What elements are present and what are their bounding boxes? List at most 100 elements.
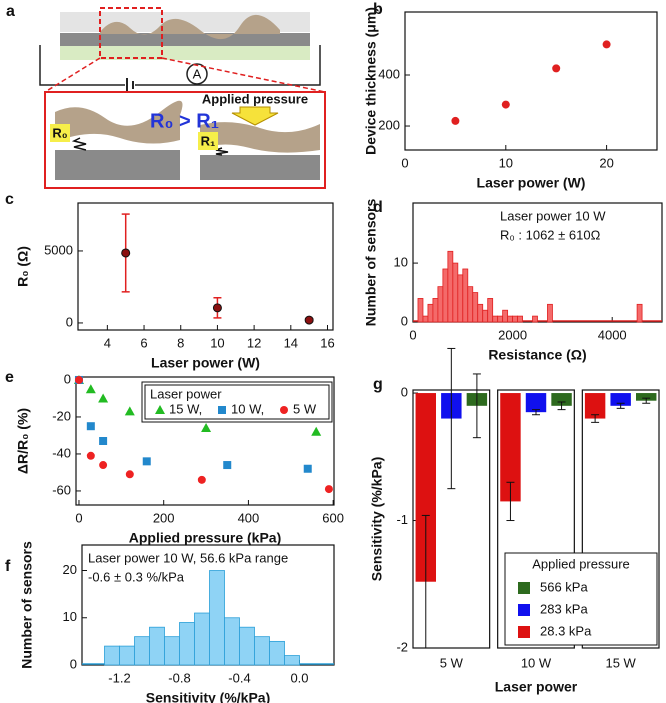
y-tick-label: 0	[401, 313, 408, 328]
label-box	[50, 124, 70, 142]
marker	[98, 393, 109, 403]
histogram-bar	[149, 626, 165, 666]
marker	[99, 437, 108, 445]
facet-frame	[497, 389, 575, 649]
annotation: -0.6 ± 0.3 %/kPa	[88, 569, 185, 584]
histogram-bar	[432, 298, 439, 323]
y-tick-label: 10	[63, 609, 77, 624]
y-axis-title: Number of sensors	[363, 198, 379, 326]
legend-box	[504, 552, 658, 646]
x-tick-label: 0	[401, 155, 408, 170]
legend-box-inner	[144, 384, 330, 420]
y-tick-label: -2	[396, 639, 408, 654]
histogram-bar	[179, 622, 195, 666]
histogram-bar	[507, 315, 513, 323]
histogram-bar	[437, 286, 444, 323]
y-axis-title: R₀ (Ω)	[15, 246, 31, 287]
x-tick-label: 0.0	[290, 670, 308, 685]
bar	[551, 393, 572, 406]
histogram-bar	[284, 655, 300, 666]
legend-label: 566 kPa	[540, 579, 588, 594]
bar	[584, 393, 606, 419]
marker	[201, 423, 212, 433]
marker	[86, 422, 95, 431]
marker	[311, 426, 322, 436]
pressure-arrow	[231, 106, 279, 126]
wave-layer	[55, 100, 183, 144]
annotation: R₀ : 1062 ± 610Ω	[500, 227, 601, 242]
x-axis-title: Laser power (W)	[477, 175, 586, 191]
ammeter-label: A	[193, 66, 202, 81]
marker	[121, 248, 131, 258]
histogram-bar	[104, 645, 120, 666]
circuit	[39, 45, 321, 86]
annotation: Laser power 10 W, 56.6 kPa range	[88, 550, 288, 565]
ratio-label: R₀ > R₁	[150, 110, 219, 132]
panel-letter: f	[5, 558, 11, 575]
y-tick-label: -40	[52, 445, 71, 460]
bar	[525, 393, 547, 413]
histogram-bar	[119, 645, 135, 666]
histogram-bar	[482, 309, 489, 323]
marker	[85, 384, 96, 394]
r0-label: R₀	[52, 125, 67, 140]
histogram-bar	[517, 315, 523, 323]
legend-swatch	[518, 582, 530, 594]
plot-frame	[77, 202, 334, 331]
panel-letter: d	[373, 199, 383, 216]
label-box	[198, 132, 218, 150]
marker	[304, 315, 314, 325]
y-tick-label: 0	[401, 384, 408, 399]
marker	[142, 457, 151, 466]
bar	[610, 393, 631, 406]
x-axis-title: Sensitivity (%/kPa)	[146, 690, 271, 703]
histogram-bar	[472, 292, 479, 323]
r1-label: R₁	[201, 133, 216, 148]
y-tick-label: 5000	[44, 242, 73, 257]
base-block	[200, 155, 320, 180]
histogram-bar	[134, 636, 150, 666]
y-tick-label: 200	[378, 117, 400, 132]
x-tick-label: 200	[153, 510, 175, 525]
x-tick-label: -1.2	[108, 670, 130, 685]
histogram-bar	[467, 286, 474, 323]
wave-layer	[200, 122, 320, 153]
marker	[324, 485, 333, 494]
histogram-bar	[224, 617, 240, 666]
x-tick-label: 20	[599, 155, 613, 170]
x-tick-label: 15 W	[605, 655, 636, 670]
marker	[212, 303, 222, 313]
layer	[60, 46, 310, 60]
histogram-bar	[427, 303, 434, 323]
spring	[71, 137, 87, 151]
y-axis-title: Sensitivity (%/kPa)	[369, 457, 385, 582]
marker	[303, 464, 312, 473]
histogram-bar	[164, 636, 180, 666]
histogram-bar	[492, 315, 499, 323]
marker	[552, 64, 561, 73]
legend-label: 10 W,	[231, 401, 264, 416]
x-tick-label: 12	[247, 335, 261, 350]
x-tick-label: 4	[104, 335, 111, 350]
annotation: Laser power 10 W	[500, 208, 606, 223]
layer	[60, 33, 310, 46]
legend-title: Laser power	[150, 386, 222, 401]
histogram-bar	[269, 640, 285, 666]
panel-letter: e	[5, 369, 14, 386]
histogram-bar	[512, 315, 518, 323]
x-tick-label: 14	[284, 335, 298, 350]
histogram-bar	[194, 612, 210, 666]
x-axis-title: Resistance (Ω)	[488, 347, 586, 363]
histogram-bar	[477, 303, 484, 323]
legend-label: 283 kPa	[540, 601, 588, 616]
x-tick-label: 16	[320, 335, 334, 350]
x-tick-label: -0.4	[228, 670, 250, 685]
marker	[602, 40, 611, 49]
bar	[500, 393, 521, 502]
legend-label: 5 W	[293, 401, 317, 416]
y-axis-title: Device thickness (μm)	[363, 7, 379, 155]
y-tick-label: -1	[396, 512, 408, 527]
ammeter	[186, 63, 208, 85]
x-tick-label: 0	[409, 327, 416, 342]
